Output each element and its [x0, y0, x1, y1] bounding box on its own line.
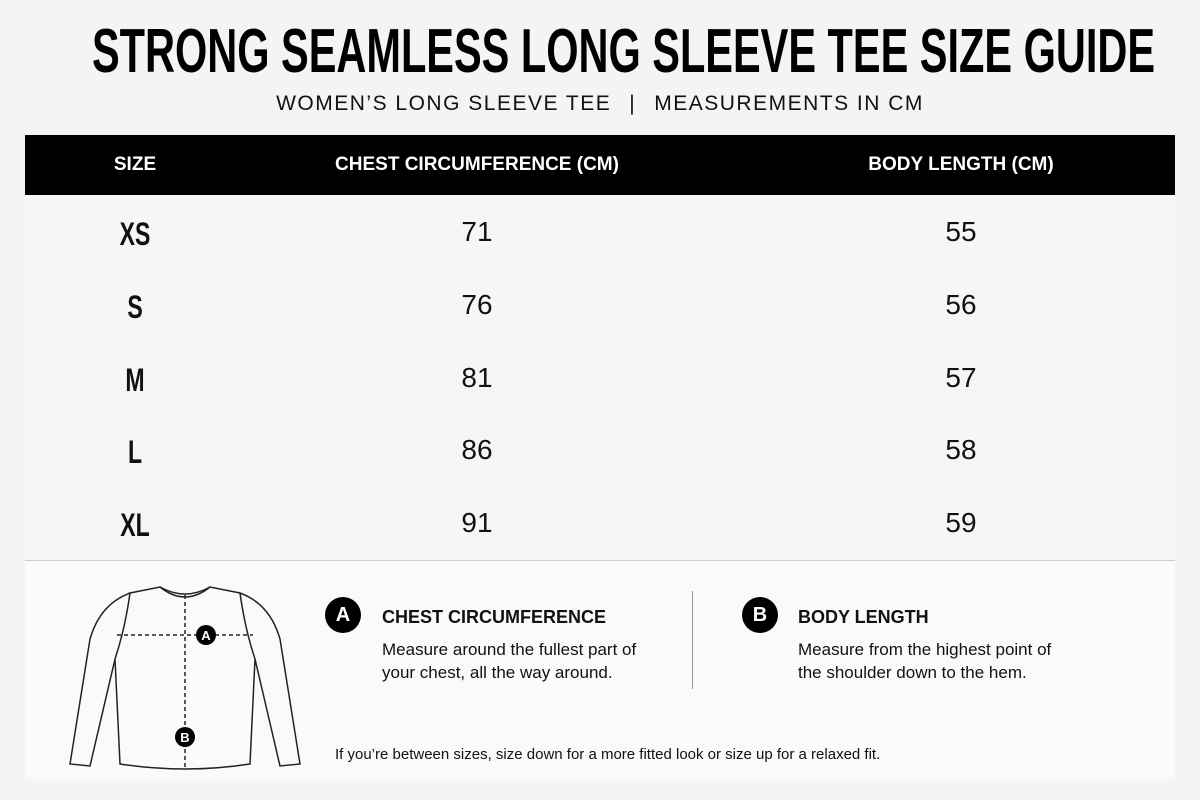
size-label: S [127, 289, 143, 325]
size-label: L [127, 434, 143, 470]
table-row: S 76 56 [25, 270, 1175, 343]
badge-b-letter: B [180, 730, 189, 745]
measurement: 57 [945, 361, 977, 393]
badge-a-letter: A [201, 628, 211, 643]
measurement: 58 [945, 434, 977, 465]
divider [692, 591, 693, 689]
size-label: XS [119, 215, 151, 252]
subtitle-right: MEASUREMENTS IN CM [654, 92, 924, 115]
column-header: BODY LENGTH (CM) [868, 154, 1054, 175]
badge: A [325, 597, 361, 633]
table-row: L 86 58 [25, 415, 1175, 488]
shirt-illustration: A B [69, 586, 301, 770]
measurement: 55 [945, 215, 977, 247]
table-row: XL 91 59 [25, 487, 1175, 561]
badge-b-dot [175, 727, 195, 747]
size-label: M [125, 361, 145, 398]
column-header: SIZE [113, 154, 157, 175]
note: If you’re between sizes, size down for a… [335, 746, 881, 763]
table-row: M 81 57 [25, 342, 1175, 416]
title-svg: STRONG SEAMLESS LONG SLEEVE TEE SIZE GUI… [92, 17, 1155, 84]
size-label: XL [120, 506, 150, 543]
measure-description: Measure around the fullest part of your … [382, 640, 637, 682]
measurement: 91 [461, 506, 493, 538]
measure-title: CHEST CIRCUMFERENCE [382, 607, 607, 627]
table-row: XS 71 55 [25, 195, 1175, 271]
measurement: 56 [945, 289, 977, 320]
table-header: SIZE CHEST CIRCUMFERENCE (CM) BODY LENGTH … [25, 135, 1175, 195]
title: STRONG SEAMLESS LONG SLEEVE TEE SIZE GUI… [92, 17, 1155, 84]
measurement: 76 [461, 289, 493, 320]
measurement: 81 [461, 361, 493, 393]
measure-description: Measure from the highest point of the sh… [798, 640, 1052, 682]
measurement: 86 [461, 434, 493, 465]
subtitle-left: WOMEN’S LONG SLEEVE TEE [276, 92, 612, 115]
measurement: 59 [945, 506, 977, 538]
separator: | [629, 92, 637, 115]
column-header: CHEST CIRCUMFERENCE (CM) [335, 154, 619, 175]
badge-a-dot [196, 625, 216, 645]
measurement: 71 [461, 215, 493, 247]
badge: B [742, 597, 778, 633]
subtitle: WOMEN’S LONG SLEEVE TEE | MEASUREMENTS IN … [0, 92, 1200, 116]
guide-panel: A B A CHEST CIRCUMFERENCE Measure around… [25, 561, 1175, 780]
measure-title: BODY LENGTH [798, 607, 929, 627]
